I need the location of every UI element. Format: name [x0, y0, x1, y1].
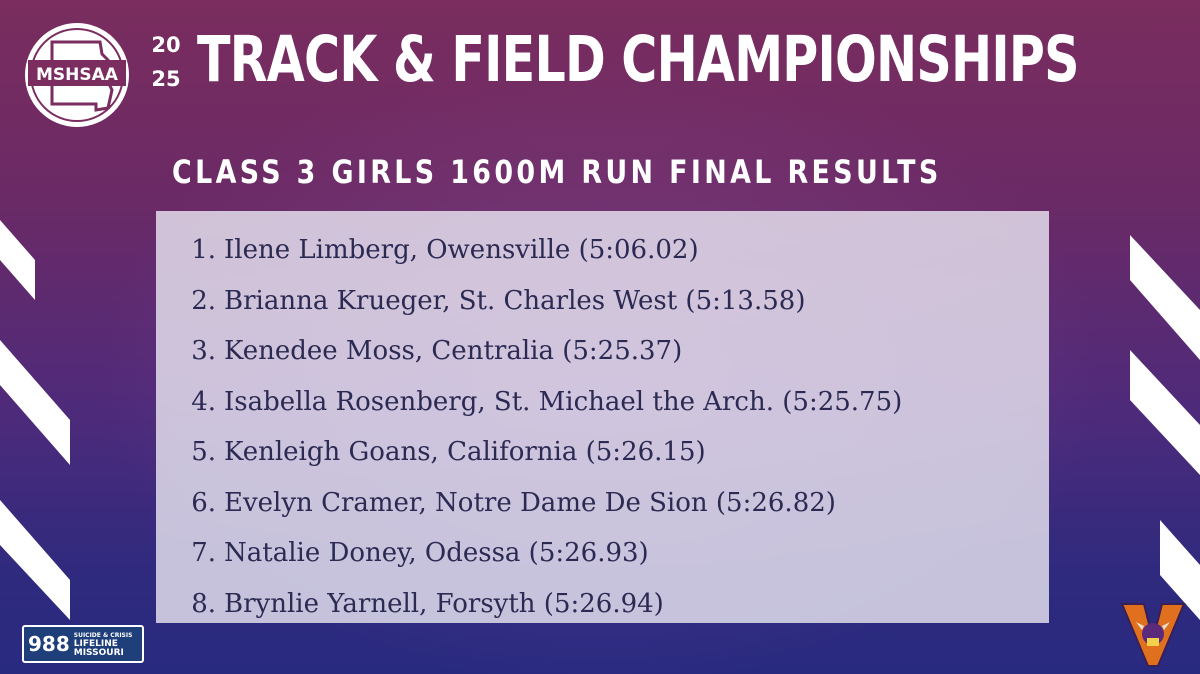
lifeline-line1: SUICIDE & CRISIS — [73, 631, 133, 639]
mshsaa-logo: MSHSAA — [22, 20, 132, 130]
results-list: 1. Ilene Limberg, Owensville (5:06.02) 2.… — [156, 211, 1049, 629]
decorative-stripes-left — [0, 200, 70, 620]
result-row: 5. Kenleigh Goans, California (5:26.15) — [191, 437, 706, 467]
result-row: 4. Isabella Rosenberg, St. Michael the Ar… — [191, 386, 903, 417]
year-bottom: 25 — [151, 67, 181, 91]
results-panel: 1. Ilene Limberg, Owensville (5:06.02) 2.… — [156, 211, 1049, 623]
event-subtitle: CLASS 3 GIRLS 1600M RUN FINAL RESULTS — [172, 153, 942, 191]
logo-text: MSHSAA — [36, 65, 119, 85]
missouri-state-outline-icon: MSHSAA — [25, 23, 129, 127]
result-row: 6. Evelyn Cramer, Notre Dame De Sion (5:2… — [191, 487, 836, 518]
lifeline-line2: LIFELINE — [73, 638, 118, 649]
result-row: 1. Ilene Limberg, Owensville (5:06.02) — [191, 235, 699, 265]
year-badge: 20 25 — [146, 33, 186, 91]
lifeline-badge: 988 SUICIDE & CRISIS LIFELINE MISSOURI — [22, 625, 144, 663]
lifeline-text: SUICIDE & CRISIS LIFELINE MISSOURI — [74, 631, 133, 658]
school-logo — [1120, 600, 1186, 668]
result-row: 3. Kenedee Moss, Centralia (5:25.37) — [191, 336, 683, 366]
year-top: 20 — [151, 33, 181, 57]
decorative-stripes-right — [1130, 200, 1200, 620]
lifeline-number: 988 — [28, 632, 70, 656]
viking-v-icon — [1120, 603, 1186, 667]
result-row: 7. Natalie Doney, Odessa (5:26.93) — [191, 538, 649, 568]
result-row: 8. Brynlie Yarnell, Forsyth (5:26.94) — [191, 588, 664, 619]
lifeline-line3: MISSOURI — [73, 647, 124, 658]
result-row: 2. Brianna Krueger, St. Charles West (5:1… — [191, 285, 806, 316]
page-title: TRACK & FIELD CHAMPIONSHIPS — [197, 23, 1079, 96]
